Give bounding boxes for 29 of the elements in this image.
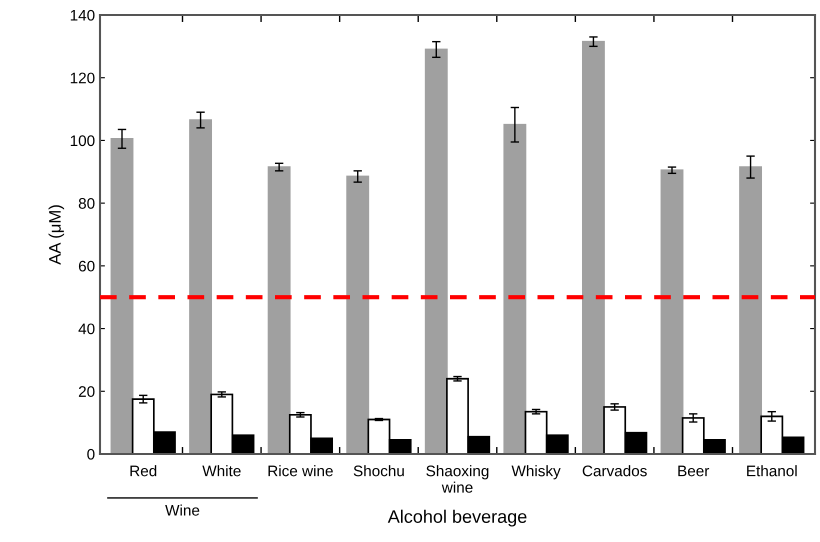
bar <box>739 166 762 454</box>
y-tick-label: 100 <box>70 135 95 146</box>
y-tick-label: 60 <box>78 260 95 272</box>
bar <box>268 166 291 454</box>
x-tick-label: White <box>202 465 241 476</box>
x-tick-label: Shochu <box>354 465 404 476</box>
y-tick-label: 0 <box>87 448 95 460</box>
bar <box>660 169 684 454</box>
bar <box>189 119 212 454</box>
x-tick-label: Ethanol <box>747 465 797 476</box>
y-tick-label: 140 <box>70 10 95 21</box>
y-tick-label: 120 <box>70 72 95 84</box>
y-tick-label: 80 <box>78 198 95 209</box>
x-tick-label: Whisky <box>512 465 561 480</box>
y-tick-label: 20 <box>78 386 95 397</box>
bar <box>110 138 134 454</box>
x-tick-label: Rice wine <box>268 465 333 476</box>
x-tick-label: Shaoxing wine <box>426 465 488 493</box>
y-tick-label: 40 <box>78 323 95 334</box>
x-tick-label: Beer <box>678 466 710 476</box>
x-tick-label: Carvados <box>582 465 647 476</box>
bar <box>582 40 605 454</box>
x-tick-label: Red <box>130 465 156 476</box>
x-axis-title: Alcohol beverage <box>388 510 526 527</box>
bar <box>424 48 448 454</box>
bar <box>503 124 526 454</box>
y-axis-title: AA (μM) <box>48 205 64 265</box>
text: Wine <box>165 504 200 516</box>
bar <box>346 176 370 454</box>
